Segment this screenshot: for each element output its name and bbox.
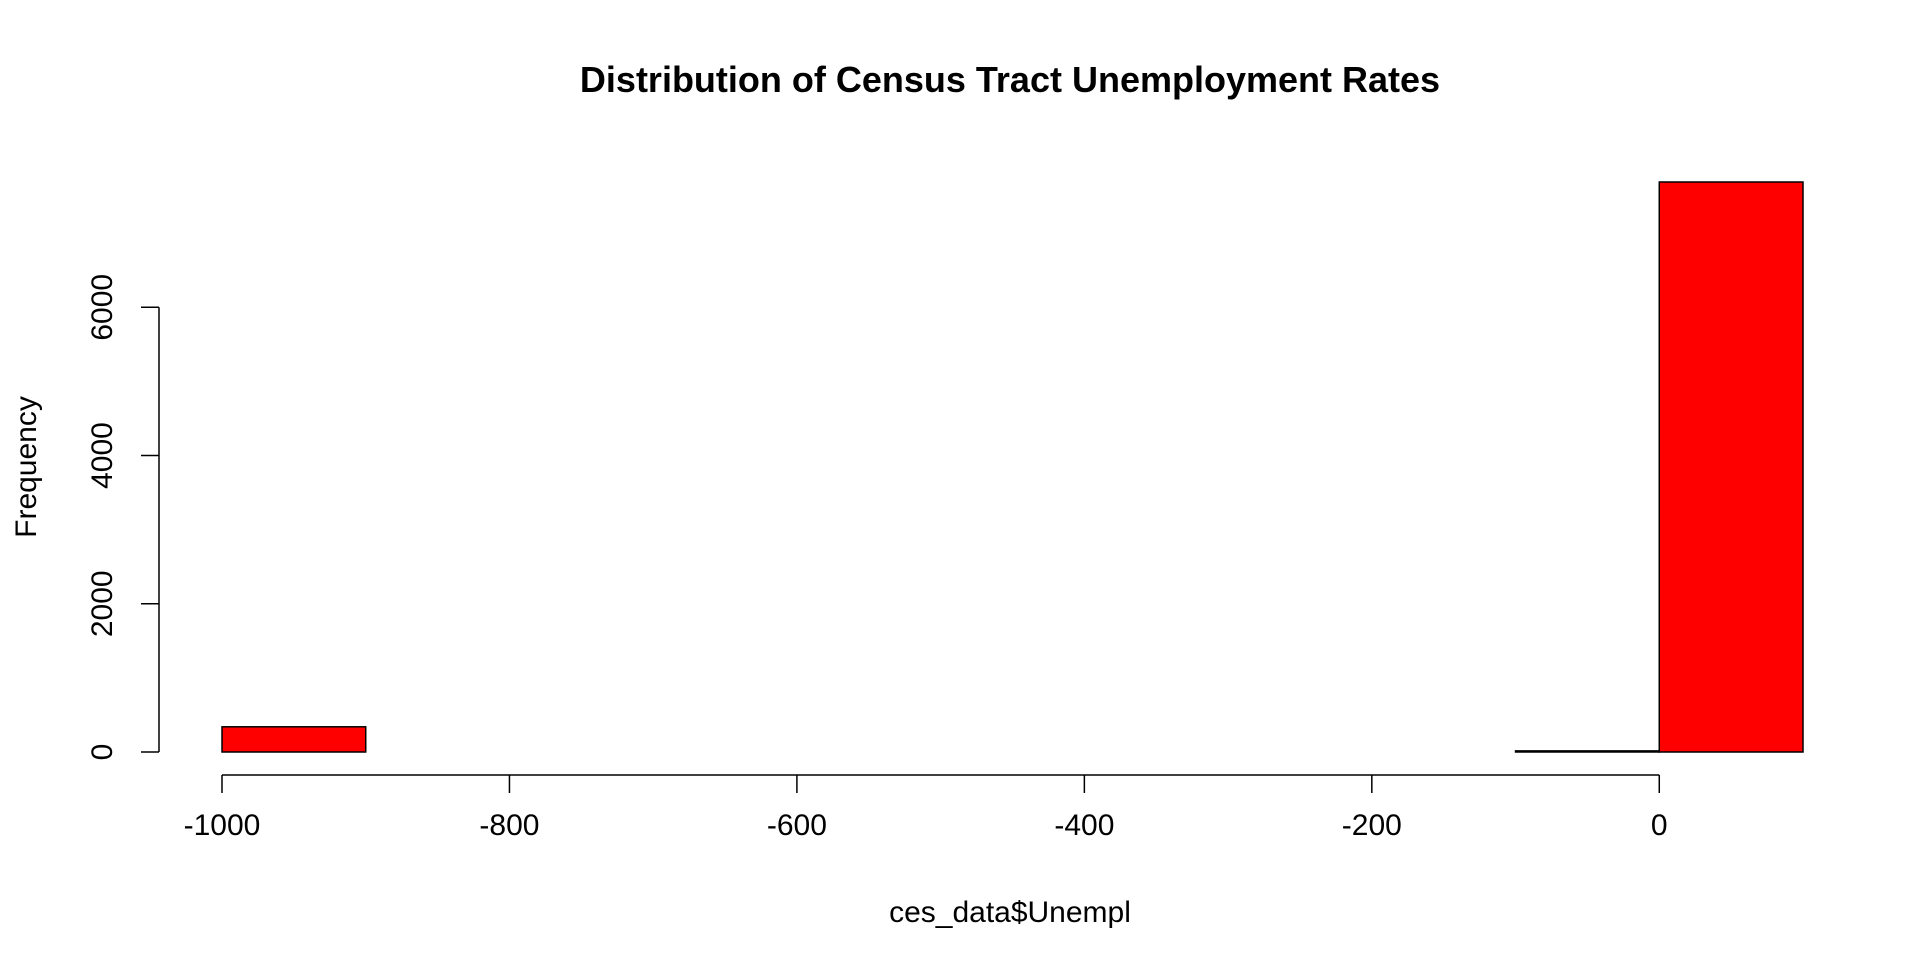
bars-group xyxy=(221,181,1804,753)
histogram-bar xyxy=(221,726,367,753)
y-tick-label: 0 xyxy=(86,744,119,761)
y-axis-label: Frequency xyxy=(10,396,43,538)
x-tick-label: -200 xyxy=(1342,809,1402,842)
x-tick-label: 0 xyxy=(1651,809,1668,842)
y-tick-label: 4000 xyxy=(86,422,119,489)
x-axis: -1000 -800 -600 -400 -200 0 xyxy=(184,774,1668,842)
x-axis-label: ces_data$Unempl xyxy=(889,896,1131,929)
y-tick-label: 2000 xyxy=(86,570,119,637)
x-tick-label: -800 xyxy=(479,809,539,842)
y-axis: 0 2000 4000 6000 xyxy=(86,274,160,761)
chart-title: Distribution of Census Tract Unemploymen… xyxy=(580,59,1440,100)
y-tick-label: 6000 xyxy=(86,274,119,341)
histogram-bar xyxy=(1658,181,1804,753)
x-tick-label: -600 xyxy=(767,809,827,842)
histogram-bar xyxy=(1514,750,1661,753)
x-tick-label: -400 xyxy=(1054,809,1114,842)
x-tick-label: -1000 xyxy=(184,809,261,842)
